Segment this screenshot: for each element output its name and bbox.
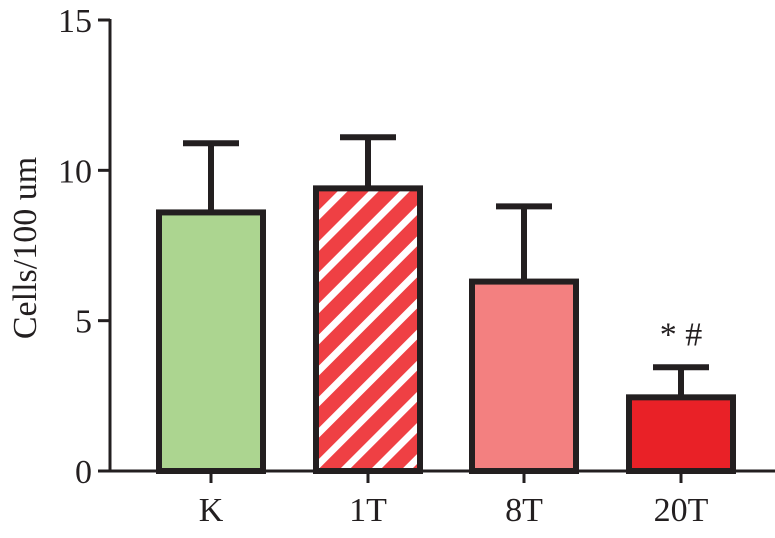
y-tick-label-10: 10 <box>58 153 92 190</box>
x-tick-label-K: K <box>199 492 224 529</box>
bar-K <box>156 209 266 474</box>
x-tick-label-20T: 20T <box>654 492 709 529</box>
labels: 0 5 10 15 K 1T 8T 20T * # <box>58 3 709 529</box>
y-tick-label-15: 15 <box>58 3 92 40</box>
bars <box>156 134 736 475</box>
annotation-20T: * # <box>660 316 703 353</box>
x-tick-label-8T: 8T <box>505 492 543 529</box>
x-tick-label-1T: 1T <box>349 492 387 529</box>
bar-20T <box>626 394 736 474</box>
bar-1T <box>313 185 423 475</box>
y-tick-label-0: 0 <box>75 454 92 491</box>
y-tick-label-5: 5 <box>75 304 92 341</box>
bar-8T <box>469 278 579 474</box>
y-axis-title: Cells/100 um <box>7 157 44 339</box>
